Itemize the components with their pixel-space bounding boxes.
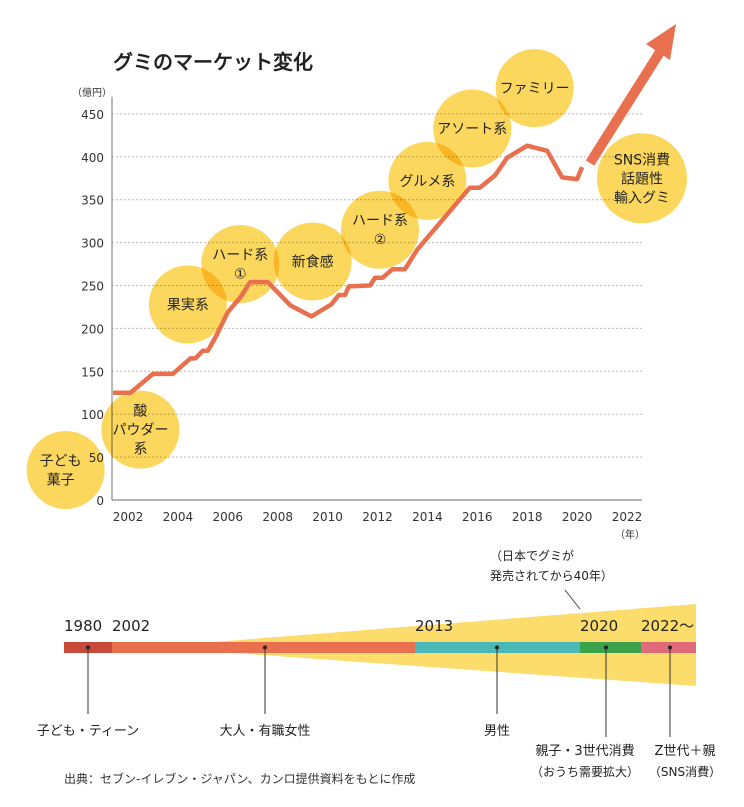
x-tick-label: 2014: [412, 510, 443, 524]
trend-arrow-head: [646, 24, 676, 60]
x-tick-label: 2002: [113, 510, 144, 524]
note-line: 発売されてから40年）: [490, 568, 613, 583]
y-tick-label: 400: [81, 151, 104, 165]
audience-label: Z世代＋親: [655, 744, 716, 759]
bubble: [101, 390, 180, 469]
bubble: [388, 141, 467, 220]
timeline-year: 2022〜: [641, 617, 694, 635]
trend-arrow-shaft: [585, 49, 665, 166]
bubble-label: ハード系: [212, 248, 268, 264]
bubble: [596, 133, 687, 224]
y-tick-label: 200: [81, 322, 104, 336]
y-tick-label: 100: [81, 408, 104, 422]
bubble-label: パウダー: [112, 423, 168, 439]
timeline-year: 2020: [580, 617, 618, 635]
audience-label: 男性: [484, 724, 510, 739]
bubble: [433, 89, 512, 168]
audience-label: 子ども・ティーン: [37, 724, 140, 739]
audience-sublabel: （SNS消費）: [649, 764, 721, 779]
bubble-label: 果実系: [167, 297, 209, 313]
x-tick-label: 2012: [362, 510, 393, 524]
bubble-label: SNS消費: [614, 152, 670, 168]
y-tick-label: 300: [81, 237, 104, 251]
y-tick-label: 450: [81, 108, 104, 122]
timeline-year: 1980: [64, 617, 102, 635]
bubble: [201, 225, 280, 304]
bubble-label: 輸入グミ: [614, 190, 670, 206]
bubble-label: ファミリー: [500, 81, 570, 97]
bubble: [273, 222, 352, 301]
timeline-segment: [580, 642, 641, 653]
y-tick-label: 150: [81, 365, 104, 379]
bubble-label: 新食感: [292, 253, 334, 270]
bubble: [340, 190, 419, 269]
bubble-label: 系: [133, 442, 147, 458]
bubble-label: ①: [234, 267, 247, 283]
y-tick-label: 350: [81, 194, 104, 208]
y-axis-unit: （億円）: [72, 86, 112, 99]
bubble-label: 話題性: [621, 170, 663, 187]
timeline-year: 2013: [415, 617, 453, 635]
audience-label: 大人・有職女性: [219, 723, 310, 739]
x-tick-label: 2006: [213, 510, 244, 524]
bubble: [495, 49, 574, 128]
x-tick-label: 2018: [512, 510, 543, 524]
x-tick-label: 2022: [612, 510, 643, 524]
x-axis-unit: （年）: [615, 528, 645, 541]
y-tick-label: 250: [81, 280, 104, 294]
x-tick-label: 2008: [262, 510, 293, 524]
note-leader: [564, 589, 581, 610]
bubble-label: ②: [374, 232, 387, 248]
note-line: （日本でグミが: [490, 548, 574, 563]
bubble-label: 酸: [133, 404, 147, 420]
market-line: [113, 143, 585, 395]
bubbles: [26, 49, 687, 509]
bubble: [26, 430, 105, 509]
x-tick-label: 2016: [462, 510, 493, 524]
audience-label: 親子・3世代消費: [535, 744, 634, 759]
bubble-label: 子ども: [40, 453, 82, 469]
x-tick-label: 2004: [163, 510, 194, 524]
y-tick-label: 0: [96, 494, 104, 508]
bubble-label: アソート系: [437, 121, 507, 137]
source-note: 出典：セブン-イレブン・ジャパン、カンロ提供資料をもとに作成: [64, 772, 416, 786]
audience-sublabel: （おうち需要拡大）: [531, 765, 639, 779]
bubble-label: 菓子: [47, 472, 75, 488]
x-tick-label: 2010: [312, 510, 343, 524]
chart-title: グミのマーケット変化: [113, 50, 313, 74]
bubble-label: グルメ系: [399, 174, 455, 190]
x-tick-label: 2020: [562, 510, 593, 524]
timeline-year: 2002: [112, 617, 150, 635]
bubble-label: ハード系: [352, 213, 408, 229]
